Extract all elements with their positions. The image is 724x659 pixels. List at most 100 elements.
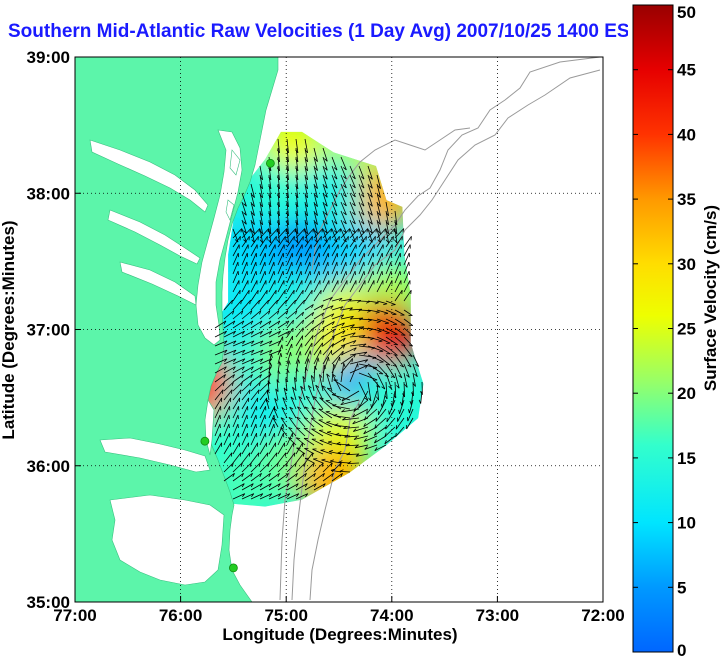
- velocity-vector-head: [375, 228, 378, 233]
- velocity-vector: [313, 228, 324, 239]
- velocity-vector: [250, 340, 264, 347]
- velocity-vector: [277, 320, 290, 329]
- velocity-vector-head: [295, 310, 298, 315]
- velocity-vector: [250, 244, 258, 257]
- velocity-vector: [259, 201, 263, 216]
- velocity-vector-head: [311, 304, 314, 309]
- velocity-vector: [376, 336, 391, 344]
- velocity-vector: [349, 326, 365, 329]
- velocity-vector: [268, 228, 272, 243]
- velocity-vector: [241, 192, 247, 207]
- velocity-vector: [295, 483, 308, 491]
- velocity-vector-head: [303, 417, 309, 419]
- velocity-vector-head: [264, 423, 266, 429]
- velocity-vector: [259, 219, 263, 234]
- velocity-vector: [322, 201, 328, 216]
- velocity-vector-head: [394, 239, 398, 244]
- velocity-vector-head: [251, 493, 255, 498]
- velocity-vector-head: [360, 194, 365, 198]
- velocity-vector: [385, 236, 394, 248]
- velocity-vector-head: [369, 230, 373, 234]
- velocity-vector: [268, 414, 275, 428]
- velocity-vector-head: [281, 344, 283, 349]
- velocity-vector: [277, 270, 284, 284]
- radar-station-marker: [200, 436, 210, 446]
- velocity-vector: [313, 327, 325, 338]
- velocity-vector: [259, 299, 269, 311]
- velocity-vector: [277, 165, 280, 180]
- velocity-vector-head: [303, 300, 305, 305]
- velocity-vector: [331, 472, 343, 482]
- velocity-vector: [214, 406, 221, 419]
- velocity-vector-head: [312, 462, 315, 467]
- velocity-vector: [401, 390, 405, 406]
- velocity-vector-head: [315, 384, 320, 388]
- velocity-vector: [214, 381, 225, 392]
- velocity-vector: [385, 270, 392, 284]
- velocity-vector-head: [259, 366, 263, 371]
- velocity-vector-head: [273, 423, 275, 429]
- velocity-vector-head: [228, 423, 230, 429]
- velocity-vector: [376, 183, 381, 198]
- velocity-vector-head: [384, 440, 387, 445]
- velocity-vector: [277, 228, 280, 243]
- velocity-vector: [319, 440, 333, 446]
- velocity-vector-head: [309, 350, 312, 355]
- velocity-vector: [349, 228, 360, 239]
- velocity-vector-head: [289, 406, 294, 410]
- velocity-vector: [241, 452, 251, 464]
- velocity-vector: [367, 244, 375, 257]
- velocity-vector: [304, 236, 313, 248]
- velocity-vector: [358, 363, 378, 369]
- velocity-vector-head: [265, 399, 270, 403]
- velocity-vector: [412, 354, 420, 367]
- velocity-vector: [311, 428, 324, 437]
- velocity-vector-head: [333, 203, 338, 207]
- velocity-vector: [241, 406, 248, 419]
- velocity-vector: [286, 483, 299, 491]
- velocity-vector-head: [314, 365, 317, 370]
- velocity-vector: [322, 192, 328, 207]
- velocity-vector: [358, 261, 365, 275]
- velocity-vector-head: [232, 473, 235, 478]
- velocity-vector-head: [406, 374, 410, 378]
- velocity-vector: [298, 396, 306, 410]
- velocity-vector: [286, 452, 296, 464]
- velocity-vector-head: [322, 320, 325, 325]
- velocity-vector-head: [240, 381, 243, 387]
- velocity-vector: [322, 270, 329, 284]
- velocity-vector: [277, 138, 280, 153]
- velocity-vector: [232, 452, 242, 464]
- velocity-vector-head: [353, 428, 357, 432]
- velocity-vector: [403, 244, 411, 257]
- velocity-vector-head: [250, 320, 254, 325]
- velocity-vector: [340, 324, 355, 329]
- velocity-vector: [304, 289, 313, 302]
- velocity-vector: [354, 444, 369, 449]
- velocity-vector: [277, 252, 284, 266]
- velocity-vector-head: [305, 493, 309, 498]
- velocity-vector-head: [269, 362, 273, 367]
- velocity-vector: [223, 381, 234, 392]
- velocity-vector: [403, 336, 413, 347]
- velocity-vector: [286, 201, 289, 216]
- velocity-vector: [358, 309, 371, 312]
- velocity-vector-head: [353, 347, 357, 352]
- velocity-vector: [232, 244, 240, 257]
- velocity-vector-head: [285, 462, 288, 467]
- velocity-vector-head: [258, 228, 261, 233]
- velocity-vector: [250, 381, 261, 392]
- velocity-vector: [349, 317, 363, 320]
- velocity-vector: [312, 396, 324, 410]
- velocity-vector: [250, 270, 257, 284]
- velocity-vector: [277, 210, 280, 225]
- velocity-vector: [327, 441, 342, 446]
- velocity-vector: [250, 493, 263, 500]
- velocity-vector: [322, 261, 329, 275]
- velocity-vector: [349, 364, 368, 374]
- velocity-vector-head: [399, 364, 404, 368]
- velocity-vector-head: [339, 462, 342, 467]
- velocity-vector-head: [294, 300, 296, 305]
- velocity-vector: [268, 442, 276, 455]
- velocity-vector: [311, 418, 324, 428]
